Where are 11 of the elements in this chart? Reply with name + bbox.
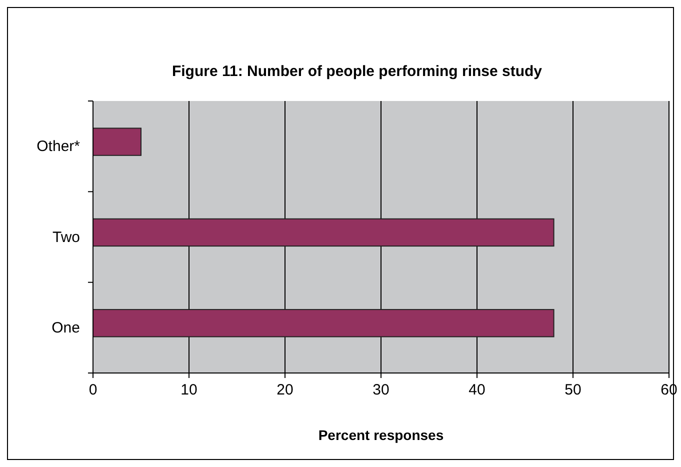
x-tick-label: 0 — [88, 382, 98, 398]
x-tick-label: 10 — [180, 382, 198, 398]
x-tick-label: 40 — [468, 382, 486, 398]
y-tick-label: Two — [52, 228, 80, 246]
x-axis-title: Percent responses — [318, 427, 444, 443]
x-tick-label: 30 — [372, 382, 390, 398]
x-tick-label: 50 — [564, 382, 582, 398]
x-tick-label: 20 — [276, 382, 294, 398]
chart-title: Figure 11: Number of people performing rinse study — [172, 63, 543, 80]
y-tick-label: One — [52, 319, 80, 336]
y-tick-label: Other* — [36, 138, 80, 156]
